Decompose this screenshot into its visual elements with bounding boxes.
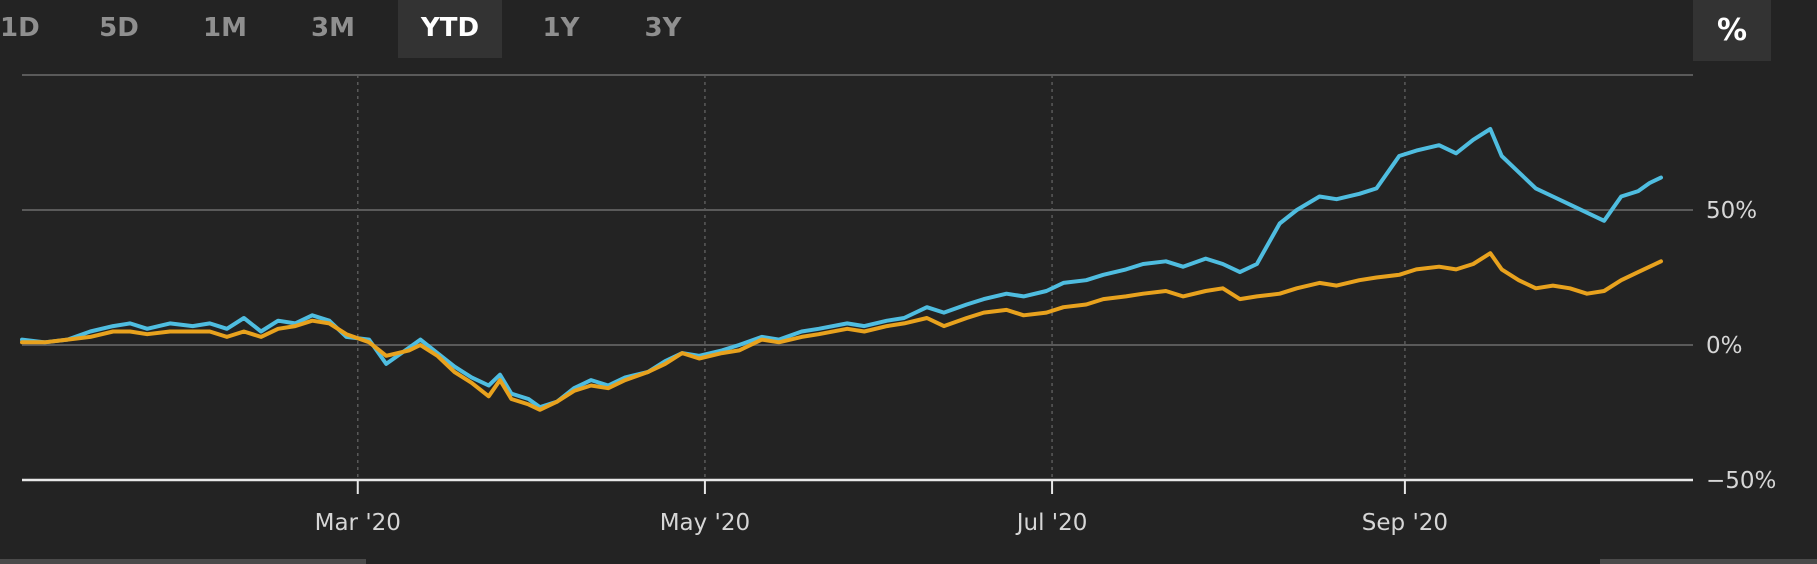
scroll-track-right — [1600, 559, 1817, 564]
series-line-0 — [20, 127, 1663, 410]
series-lines — [20, 127, 1663, 412]
x-tick-label: Sep '20 — [1362, 510, 1448, 536]
y-tick-label: 0% — [1706, 333, 1743, 359]
range-tab-ytd[interactable]: YTD — [398, 0, 502, 58]
axis-labels: 50% 0% −50% Mar '20 May '20 Jul '20 Sep '20 — [315, 198, 1777, 536]
range-tab-5d[interactable]: 5D — [99, 13, 139, 43]
scroll-track-left — [0, 559, 366, 564]
x-tick-label: Jul '20 — [1015, 510, 1088, 536]
series-line-1 — [20, 251, 1663, 412]
percent-mode-button[interactable]: % — [1693, 0, 1771, 61]
range-tab-1m[interactable]: 1M — [203, 13, 247, 43]
range-tab-3y[interactable]: 3Y — [644, 13, 682, 43]
y-tick-label: −50% — [1706, 468, 1776, 494]
x-tick-label: Mar '20 — [315, 510, 401, 536]
range-tab-1d[interactable]: 1D — [0, 13, 40, 43]
range-tab-3m[interactable]: 3M — [311, 13, 355, 43]
grid — [22, 74, 1693, 494]
range-tab-1y[interactable]: 1Y — [542, 13, 580, 43]
x-tick-label: May '20 — [660, 510, 750, 536]
y-tick-label: 50% — [1706, 198, 1757, 224]
